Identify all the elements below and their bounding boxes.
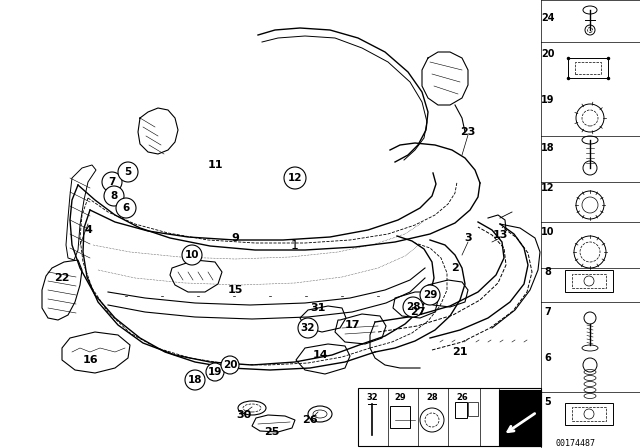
Bar xyxy=(565,270,613,292)
Text: 7: 7 xyxy=(545,307,552,317)
Text: 19: 19 xyxy=(541,95,555,105)
Text: 8: 8 xyxy=(110,191,118,201)
Text: 18: 18 xyxy=(541,143,555,153)
Circle shape xyxy=(185,370,205,390)
Text: 7: 7 xyxy=(108,177,116,187)
Text: 5: 5 xyxy=(545,397,552,407)
Text: 26: 26 xyxy=(302,415,318,425)
Text: 4: 4 xyxy=(84,225,92,235)
Circle shape xyxy=(206,363,224,381)
Text: 32: 32 xyxy=(301,323,316,333)
Circle shape xyxy=(102,172,122,192)
Text: 11: 11 xyxy=(207,160,223,170)
Text: 00174487: 00174487 xyxy=(555,439,595,448)
Text: 3: 3 xyxy=(464,233,472,243)
Text: 12: 12 xyxy=(541,183,555,193)
Text: 26: 26 xyxy=(456,393,468,402)
Text: 5: 5 xyxy=(124,167,132,177)
Text: 9: 9 xyxy=(231,233,239,243)
Text: 12: 12 xyxy=(288,173,302,183)
Circle shape xyxy=(284,167,306,189)
Bar xyxy=(572,274,606,288)
Text: 24: 24 xyxy=(541,13,555,23)
Text: 15: 15 xyxy=(227,285,243,295)
Text: 19: 19 xyxy=(208,367,222,377)
Text: 31: 31 xyxy=(310,303,326,313)
Bar xyxy=(455,402,467,418)
Text: 25: 25 xyxy=(264,427,280,437)
Text: 17: 17 xyxy=(344,320,360,330)
Bar xyxy=(390,406,410,428)
Text: 32: 32 xyxy=(366,393,378,402)
Text: 6: 6 xyxy=(545,353,552,363)
Text: 29: 29 xyxy=(423,290,437,300)
Text: 27: 27 xyxy=(410,307,426,317)
Bar xyxy=(358,388,541,446)
Circle shape xyxy=(420,285,440,305)
Circle shape xyxy=(403,297,423,317)
Text: 13: 13 xyxy=(492,230,508,240)
Text: 20: 20 xyxy=(541,49,555,59)
Text: 10: 10 xyxy=(541,227,555,237)
Bar xyxy=(568,58,608,78)
Circle shape xyxy=(118,162,138,182)
Text: 22: 22 xyxy=(54,273,70,283)
Text: 2: 2 xyxy=(451,263,459,273)
Text: 14: 14 xyxy=(312,350,328,360)
Circle shape xyxy=(182,245,202,265)
Text: 10: 10 xyxy=(185,250,199,260)
Text: 18: 18 xyxy=(188,375,202,385)
Text: 6: 6 xyxy=(122,203,130,213)
Text: 16: 16 xyxy=(82,355,98,365)
Circle shape xyxy=(298,318,318,338)
Text: 23: 23 xyxy=(460,127,476,137)
Circle shape xyxy=(221,356,239,374)
Bar xyxy=(499,390,541,446)
Bar xyxy=(565,403,613,425)
Text: 1: 1 xyxy=(291,238,299,251)
Text: 21: 21 xyxy=(452,347,468,357)
Circle shape xyxy=(116,198,136,218)
Text: 29: 29 xyxy=(394,393,406,402)
Text: 8: 8 xyxy=(545,267,552,277)
Bar xyxy=(575,62,601,74)
Text: 28: 28 xyxy=(426,393,438,402)
Text: 28: 28 xyxy=(406,302,420,312)
Bar xyxy=(468,402,478,416)
Bar xyxy=(572,407,606,421)
Text: 20: 20 xyxy=(223,360,237,370)
Circle shape xyxy=(104,186,124,206)
Text: 30: 30 xyxy=(236,410,252,420)
